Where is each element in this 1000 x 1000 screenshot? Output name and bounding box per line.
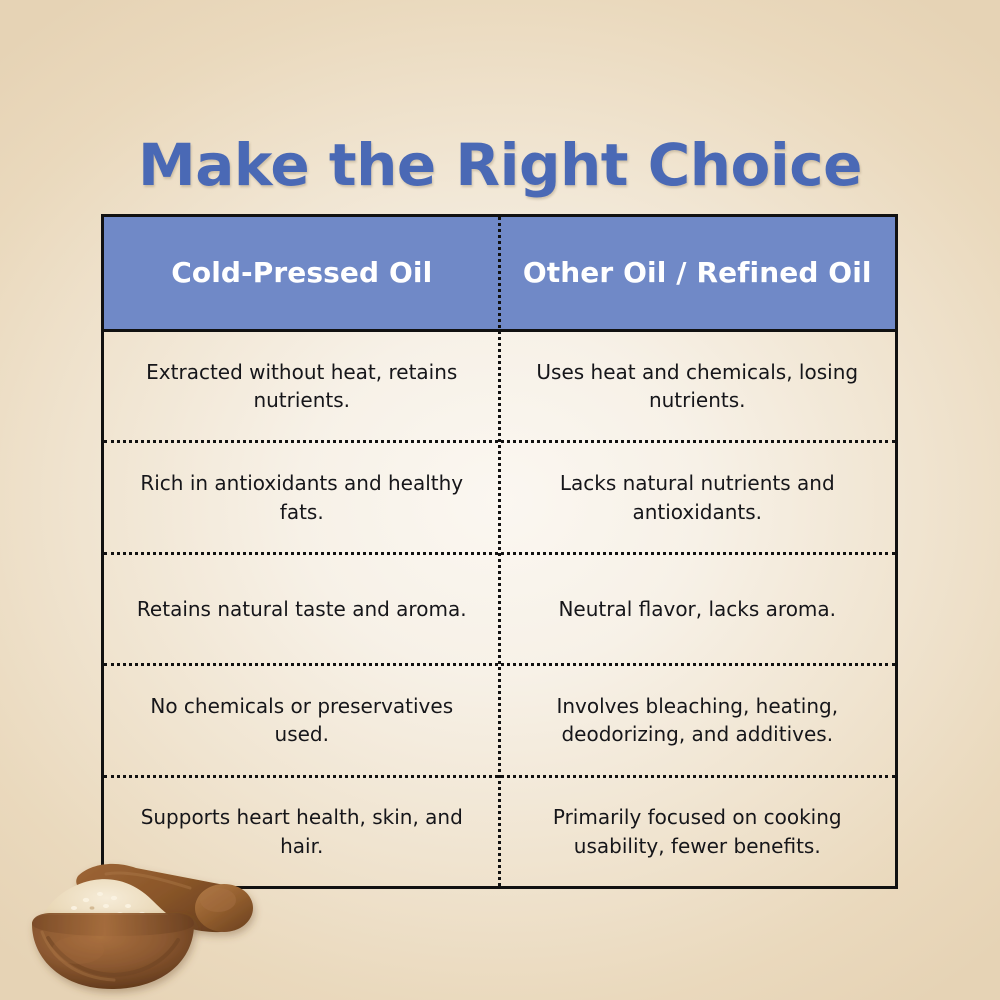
table-cell-right: Neutral flavor, lacks aroma. [500,555,896,663]
cell-text: No chemicals or preservatives used. [150,694,454,747]
table-header-cell-cold-pressed: Cold-Pressed Oil [104,217,500,329]
cell-text: Lacks natural nutrients and antioxidants… [559,471,835,524]
table-header-row: Cold-Pressed Oil Other Oil / Refined Oil [104,217,895,332]
table-cell-right: Lacks natural nutrients and antioxidants… [500,443,896,551]
table-body: Extracted without heat, retains nutrient… [104,332,895,886]
table-cell-left: Rich in antioxidants and healthy fats. [104,443,500,551]
comparison-table: Cold-Pressed Oil Other Oil / Refined Oil… [101,214,898,889]
table-row: Retains natural taste and aroma. Neutral… [104,551,896,663]
table-cell-left: Retains natural taste and aroma. [104,555,500,663]
wooden-spoon-shape [76,863,253,933]
table-row: Rich in antioxidants and healthy fats. L… [104,440,895,551]
cell-text: Retains natural taste and aroma. [136,596,467,621]
table-cell-left: Supports heart health, skin, and hair. [104,778,500,886]
page-title: Make the Right Choice [137,130,863,199]
table-cell-left: Extracted without heat, retains nutrient… [104,332,500,440]
table-row: No chemicals or preservatives used. Invo… [104,663,895,774]
column-header-label: Other Oil / Refined Oil [522,256,872,290]
cell-text: Extracted without heat, retains nutrient… [146,359,458,413]
cell-text: Supports heart health, skin, and hair. [140,805,463,858]
cell-text: Involves bleaching, heating, deodorizing… [556,694,839,747]
table-cell-right: Uses heat and chemicals, losing nutrient… [500,332,896,440]
table-header-cell-refined: Other Oil / Refined Oil [500,217,896,329]
column-header-label: Cold-Pressed Oil [171,256,433,290]
title-area: Make the Right Choice [0,96,1000,235]
sesame-seed-bowl-icon [18,838,266,993]
cell-text: Neutral flavor, lacks aroma. [558,596,837,621]
table-row: Extracted without heat, retains nutrient… [104,332,895,440]
cell-text: Primarily focused on cooking usability, … [552,805,842,858]
cell-text: Uses heat and chemicals, losing nutrient… [536,359,859,413]
table-cell-right: Involves bleaching, heating, deodorizing… [500,666,896,774]
wooden-bowl-shape [32,913,194,990]
table-cell-left: No chemicals or preservatives used. [104,666,500,774]
cell-text: Rich in antioxidants and healthy fats. [140,471,464,524]
table-cell-right: Primarily focused on cooking usability, … [500,778,896,886]
